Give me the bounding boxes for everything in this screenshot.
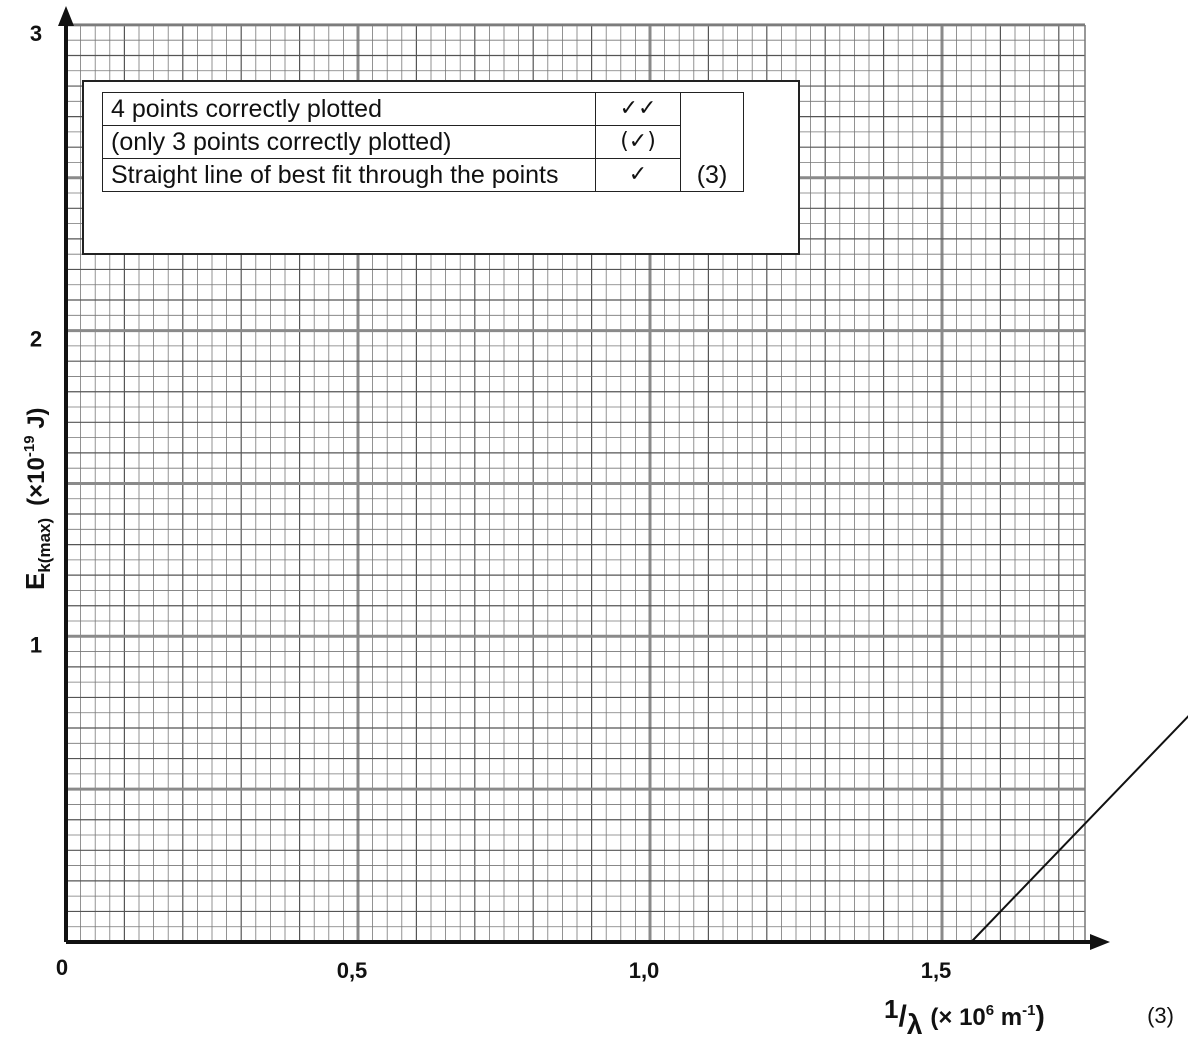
marking-criteria-box: 4 points correctly plotted ✓✓ (3) (only … — [82, 80, 800, 255]
y-axis-label: Ek(max)(×10-19 J) — [20, 407, 54, 590]
y-tick-label: 2 — [30, 327, 42, 352]
y-axis-arrow — [58, 6, 74, 26]
criterion-cell: (only 3 points correctly plotted) — [102, 125, 596, 159]
criterion-cell: 4 points correctly plotted — [102, 92, 596, 126]
x-tick-label: 0,5 — [337, 958, 368, 983]
tick-labels: 0,51,01,52,02,53,01230 — [30, 21, 952, 983]
x-tick-label: 1,5 — [921, 958, 952, 983]
best-fit-line — [970, 715, 1188, 943]
x-tick-label: 1,0 — [629, 958, 660, 983]
marking-criteria-table: 4 points correctly plotted ✓✓ (3) (only … — [102, 92, 744, 192]
mark-cell: (✓) — [595, 125, 681, 159]
mark-cell: ✓✓ — [595, 92, 681, 126]
best-fit-line-group — [970, 715, 1188, 943]
table-row: (only 3 points correctly plotted) (✓) — [102, 125, 744, 159]
origin-label: 0 — [56, 955, 68, 980]
table-row: Straight line of best fit through the po… — [102, 158, 744, 192]
x-axis-label: 1/λ (× 106 m-1) — [884, 994, 1045, 1040]
total-marks-cell: (3) — [680, 92, 744, 192]
table-row: 4 points correctly plotted ✓✓ (3) — [102, 92, 744, 192]
mark-cell: ✓ — [595, 158, 681, 192]
y-tick-label: 1 — [30, 632, 42, 657]
x-axis-arrow — [1090, 934, 1110, 950]
y-tick-label: 3 — [30, 21, 42, 46]
axes — [58, 6, 1110, 950]
criterion-cell: Straight line of best fit through the po… — [102, 158, 596, 192]
question-marks: (3) — [1147, 1003, 1174, 1028]
